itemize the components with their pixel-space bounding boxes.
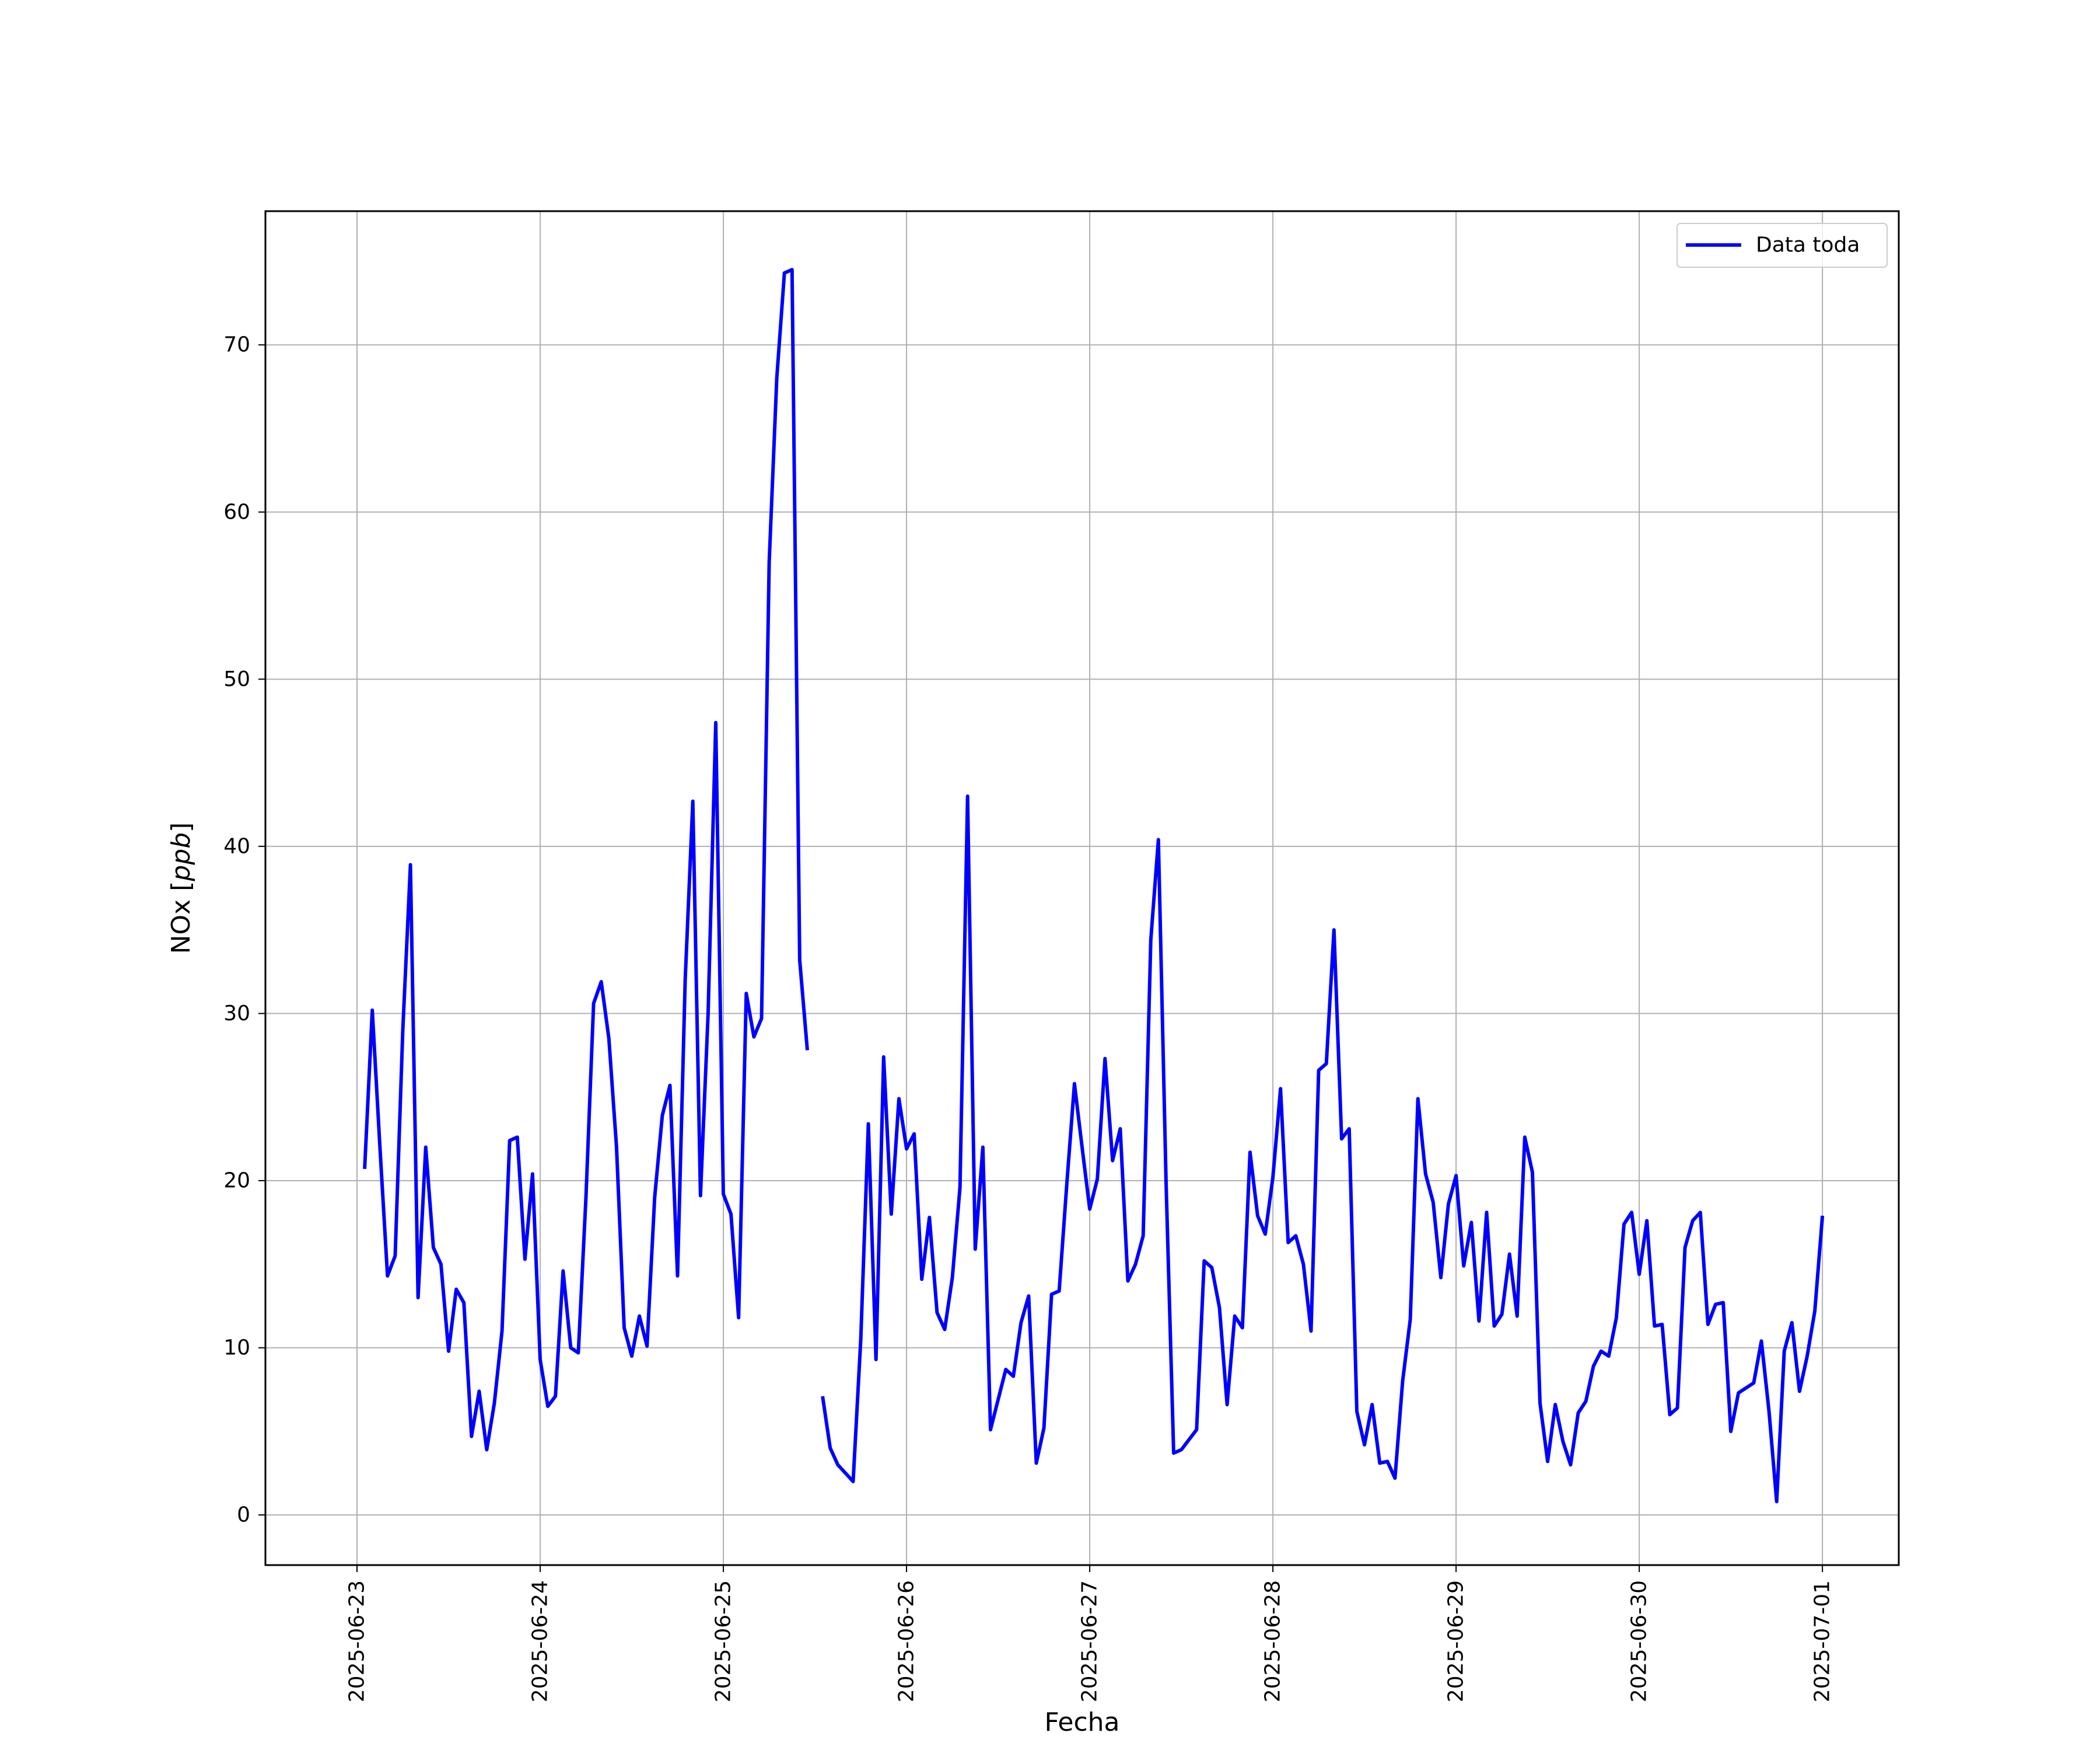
y-tick-label: 70: [223, 333, 250, 357]
y-tick-label: 40: [223, 834, 250, 858]
x-tick-label: 2025-06-25: [712, 1580, 736, 1702]
y-tick-label: 0: [237, 1503, 250, 1527]
series-line-data-toda: [821, 794, 1825, 1504]
y-tick-label: 60: [223, 500, 250, 524]
x-tick-label: 2025-06-23: [345, 1580, 369, 1702]
y-axis-label-main: NOx [: [166, 881, 196, 954]
x-tick-label: 2025-06-24: [528, 1580, 552, 1702]
x-axis-label: Fecha: [1044, 1707, 1119, 1737]
y-tick-label: 10: [223, 1336, 250, 1360]
y-axis-ticks: 0 10 20 30 40 50 60 70: [223, 333, 265, 1527]
y-axis-label-unit: ppb: [166, 832, 196, 882]
legend-label: Data toda: [1756, 233, 1860, 257]
y-axis-label: NOx [ppb]: [166, 822, 196, 954]
y-tick-label: 20: [223, 1168, 250, 1192]
x-axis-ticks: 2025-06-23 2025-06-24 2025-06-25 2025-06-26…: [345, 1565, 1835, 1702]
x-tick-label: 2025-07-01: [1811, 1580, 1835, 1702]
legend-box: [1676, 223, 1888, 268]
x-tick-label: 2025-06-30: [1628, 1580, 1651, 1702]
y-tick-label: 50: [223, 667, 250, 691]
x-tick-label: 2025-06-28: [1261, 1580, 1285, 1702]
grid-lines: [265, 211, 1899, 1565]
y-tick-label: 30: [223, 1002, 250, 1026]
legend: Data toda: [1676, 223, 1888, 268]
x-tick-label: 2025-06-29: [1444, 1580, 1468, 1702]
x-tick-label: 2025-06-26: [895, 1580, 919, 1702]
series-layer: [363, 268, 1825, 1504]
y-axis-label-close: ]: [166, 822, 196, 832]
x-tick-label: 2025-06-27: [1078, 1580, 1102, 1702]
series-line-data-toda: [363, 268, 809, 1452]
plot-frame: [264, 210, 1900, 1566]
